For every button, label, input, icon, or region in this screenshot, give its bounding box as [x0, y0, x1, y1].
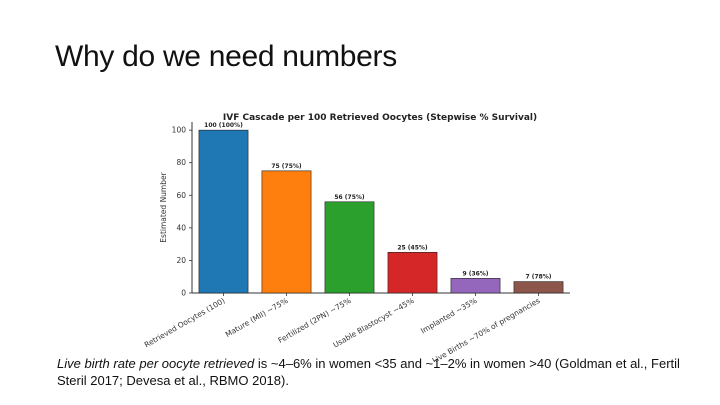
- x-tick-label: Live Births ~70% of pregnancies: [431, 296, 542, 362]
- y-tick-label: 0: [181, 289, 186, 298]
- bar-2: [261, 170, 312, 294]
- chart-title: IVF Cascade per 100 Retrieved Oocytes (S…: [223, 113, 537, 123]
- bar-6: [513, 281, 564, 294]
- bar-4: [387, 251, 438, 294]
- bar-5: [450, 278, 501, 294]
- x-tick-label: Mature (MII) ~75%: [224, 296, 290, 339]
- x-tick-label: Retrieved Oocytes (100): [143, 296, 227, 350]
- bar-value-label: 100 (100%): [204, 122, 243, 129]
- caption: Live birth rate per oocyte retrieved is …: [57, 355, 697, 389]
- y-tick-label: 60: [176, 191, 186, 200]
- bar-3: [324, 201, 375, 294]
- caption-text: is ~4–6% in women <35 and ~1–2% in women…: [57, 356, 680, 388]
- y-tick-label: 80: [176, 158, 186, 167]
- chart-svg: IVF Cascade per 100 Retrieved Oocytes (S…: [143, 113, 570, 362]
- caption-italic: Live birth rate per oocyte retrieved: [57, 356, 255, 371]
- y-axis-label: Estimated Number: [159, 171, 168, 242]
- bar-value-label: 75 (75%): [271, 163, 302, 170]
- slide-title: Why do we need numbers: [55, 40, 397, 73]
- y-tick-label: 20: [176, 256, 186, 265]
- chart-bars: 100 (100%) 75 (75%) 56 (75%) 25 (45%) 9 (36%…: [198, 122, 564, 294]
- y-tick-label: 100: [172, 126, 187, 135]
- chart: IVF Cascade per 100 Retrieved Oocytes (S…: [140, 100, 590, 362]
- bar-value-label: 25 (45%): [397, 244, 428, 251]
- bar-value-label: 56 (75%): [334, 194, 365, 201]
- bar-value-label: 7 (78%): [525, 274, 551, 281]
- x-tick-label: Implanted ~35%: [419, 296, 478, 335]
- bar-value-label: 9 (36%): [462, 270, 488, 277]
- y-tick-label: 40: [176, 223, 186, 232]
- bar-1: [198, 129, 249, 294]
